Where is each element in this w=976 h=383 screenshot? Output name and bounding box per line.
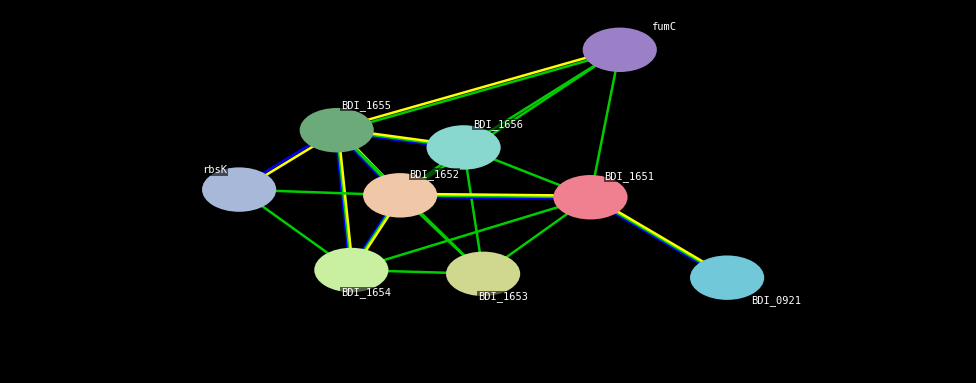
Text: BDI_1656: BDI_1656 [472, 119, 523, 130]
Ellipse shape [583, 28, 657, 72]
Text: BDI_1651: BDI_1651 [604, 171, 655, 182]
Text: rbsK: rbsK [202, 165, 227, 175]
Ellipse shape [363, 173, 437, 218]
Ellipse shape [446, 252, 520, 296]
Ellipse shape [202, 167, 276, 212]
Ellipse shape [427, 125, 501, 170]
Text: BDI_1653: BDI_1653 [477, 291, 528, 302]
Text: BDI_1654: BDI_1654 [341, 288, 391, 298]
Ellipse shape [553, 175, 628, 219]
Text: BDI_1655: BDI_1655 [341, 100, 391, 111]
Ellipse shape [314, 248, 388, 292]
Text: fumC: fumC [651, 22, 676, 32]
Ellipse shape [300, 108, 374, 152]
Ellipse shape [690, 255, 764, 300]
Text: BDI_0921: BDI_0921 [751, 295, 801, 306]
Text: BDI_1652: BDI_1652 [409, 169, 460, 180]
